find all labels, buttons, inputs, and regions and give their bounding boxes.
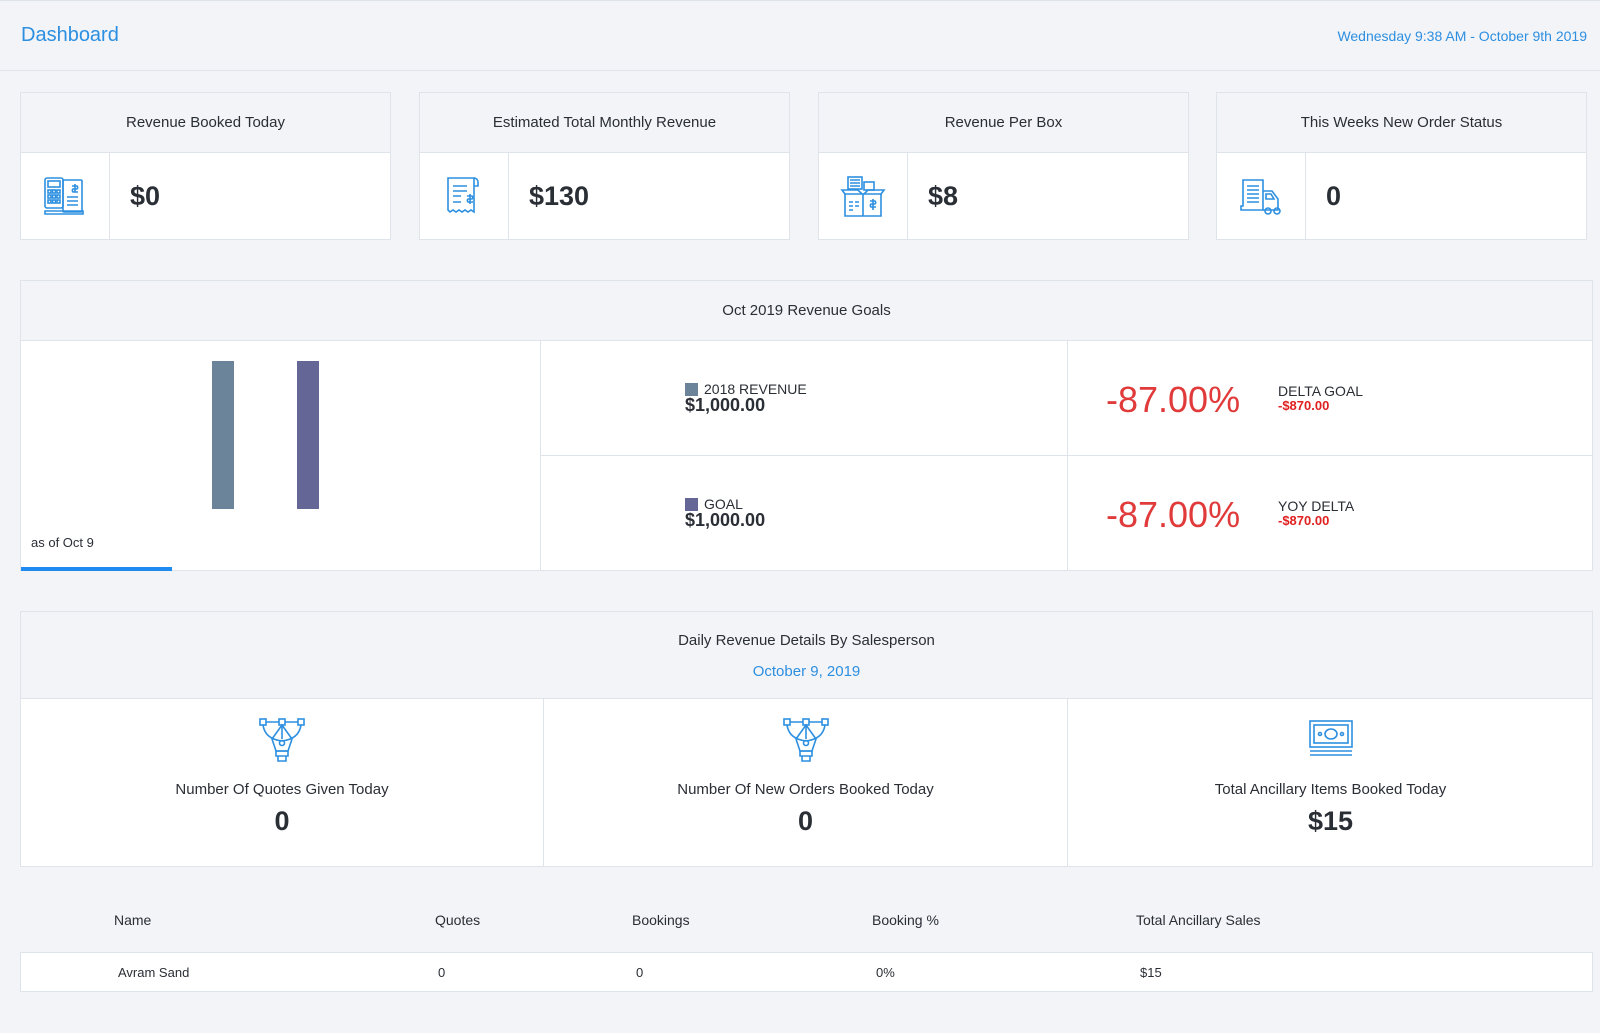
daily-revenue-panel: Daily Revenue Details By Salesperson Oct… [20, 611, 1593, 867]
revenue-goals-chart: as of Oct 9 [21, 341, 541, 571]
card-revenue-booked-today: Revenue Booked Today $0 [20, 92, 391, 240]
stat-value: 0 [274, 806, 290, 836]
table-row[interactable]: Avram Sand 0 0 0% $15 [20, 952, 1593, 992]
delta-label: YOY DELTA [1278, 498, 1355, 514]
bar-goal [297, 361, 319, 509]
card-title: Estimated Total Monthly Revenue [420, 93, 789, 153]
stat-label: Total Ancillary Items Booked Today [1214, 781, 1447, 798]
calculator-invoice-icon [21, 153, 110, 240]
column-header-name[interactable]: Name [114, 912, 152, 928]
legend-swatch [685, 382, 698, 396]
card-title: Revenue Booked Today [21, 93, 390, 153]
card-revenue-per-box: Revenue Per Box $8 [818, 92, 1189, 240]
pen-tool-icon [21, 717, 543, 769]
box-icon [819, 153, 908, 240]
month-progress-bar [21, 567, 172, 571]
stat-ancillary-items-today: Total Ancillary Items Booked Today $15 [1068, 699, 1593, 867]
card-weekly-order-status: This Weeks New Order Status 0 [1216, 92, 1587, 240]
table-header: Name Quotes Bookings Booking % Total Anc… [20, 912, 1593, 938]
cell-quotes: 0 [438, 965, 446, 980]
cell-name: Avram Sand [118, 965, 190, 980]
card-title: This Weeks New Order Status [1217, 93, 1586, 153]
legend-amount: $1,000.00 [685, 395, 766, 415]
card-value: $130 [529, 181, 590, 211]
legend-swatch [685, 497, 698, 511]
cash-icon [1068, 717, 1593, 769]
legend-label: GOAL [704, 496, 743, 512]
card-value: $8 [928, 181, 959, 211]
cell-ancillary-sales: $15 [1140, 965, 1162, 980]
yoy-delta: -87.00% YOY DELTA -$870.00 [1068, 456, 1593, 571]
card-title: Revenue Per Box [819, 93, 1188, 153]
stat-value: 0 [797, 806, 814, 836]
cell-booking-percent: 0% [876, 965, 895, 980]
daily-revenue-date: October 9, 2019 [752, 663, 861, 680]
card-value: $0 [130, 181, 161, 211]
top-header: Dashboard Wednesday 9:38 AM - October 9t… [0, 0, 1600, 71]
column-header-booking-percent[interactable]: Booking % [872, 912, 939, 928]
legend-goal: GOAL $1,000.00 [541, 456, 1068, 571]
pen-tool-icon [544, 717, 1067, 769]
column-header-ancillary-sales[interactable]: Total Ancillary Sales [1136, 912, 1261, 928]
delivery-truck-icon [1217, 153, 1306, 240]
daily-revenue-title: Daily Revenue Details By Salesperson [678, 632, 935, 649]
delta-amount: -$870.00 [1278, 398, 1330, 413]
current-datetime: Wednesday 9:38 AM - October 9th 2019 [1337, 28, 1587, 44]
column-header-bookings[interactable]: Bookings [632, 912, 690, 928]
receipt-icon [420, 153, 509, 240]
stat-value: $15 [1307, 806, 1354, 836]
revenue-goals-title: Oct 2019 Revenue Goals [21, 281, 1592, 341]
revenue-goals-bar-chart [212, 361, 319, 509]
legend-amount: $1,000.00 [685, 510, 766, 530]
legend-2018-revenue: 2018 REVENUE $1,000.00 [541, 341, 1068, 456]
delta-amount: -$870.00 [1278, 513, 1330, 528]
as-of-date: as of Oct 9 [31, 535, 94, 550]
stat-new-orders-today: Number Of New Orders Booked Today 0 [544, 699, 1068, 867]
column-header-quotes[interactable]: Quotes [435, 912, 481, 928]
stat-label: Number Of Quotes Given Today [175, 781, 389, 798]
revenue-goals-panel: Oct 2019 Revenue Goals as of Oct 9 2018 … [20, 280, 1593, 571]
bar-2018-revenue [212, 361, 234, 509]
stat-quotes-today: Number Of Quotes Given Today 0 [21, 699, 544, 867]
delta-percent: -87.00% [1106, 494, 1241, 535]
delta-label: DELTA GOAL [1278, 383, 1364, 399]
cell-bookings: 0 [636, 965, 644, 980]
page-title: Dashboard [21, 24, 119, 46]
stat-label: Number Of New Orders Booked Today [677, 781, 934, 798]
card-value: 0 [1326, 181, 1342, 211]
delta-percent: -87.00% [1106, 379, 1241, 420]
legend-label: 2018 REVENUE [704, 381, 807, 397]
delta-goal: -87.00% DELTA GOAL -$870.00 [1068, 341, 1593, 456]
card-estimated-monthly-revenue: Estimated Total Monthly Revenue $130 [419, 92, 790, 240]
